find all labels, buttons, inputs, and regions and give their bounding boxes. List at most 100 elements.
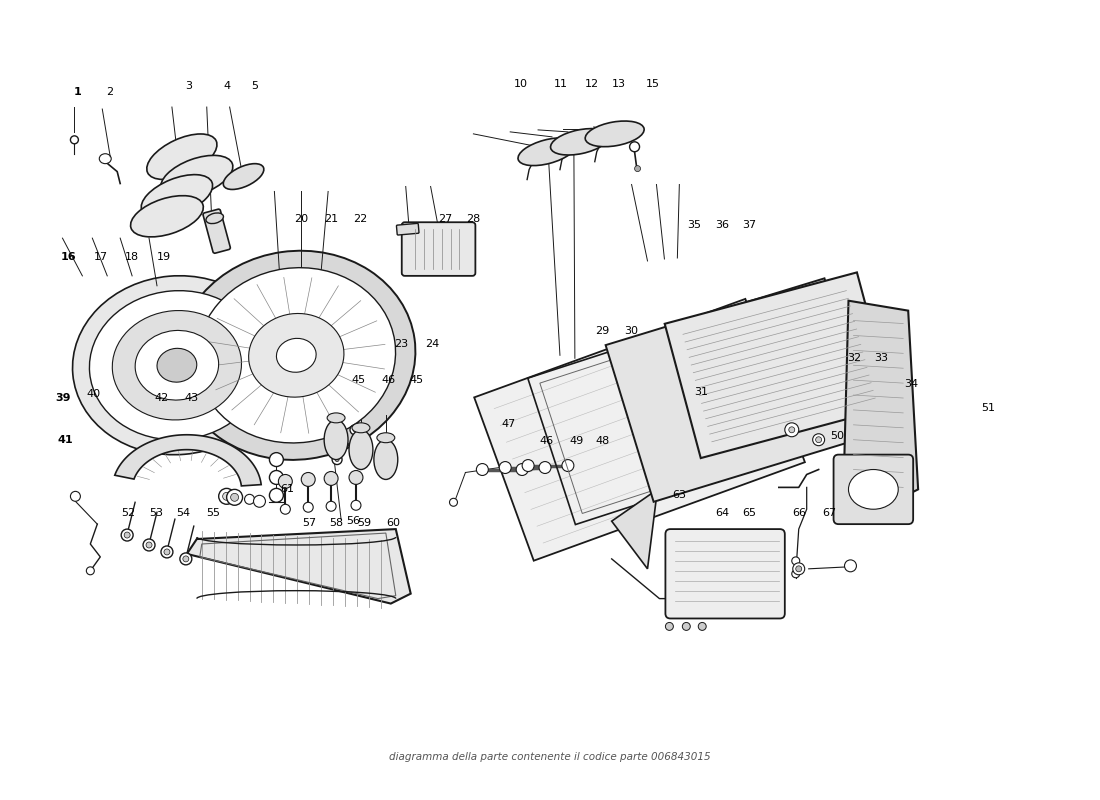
Ellipse shape xyxy=(518,138,576,166)
Ellipse shape xyxy=(89,290,264,440)
Text: 61: 61 xyxy=(280,484,295,494)
Ellipse shape xyxy=(222,492,231,500)
Text: 42: 42 xyxy=(154,393,168,402)
Ellipse shape xyxy=(352,423,370,433)
Ellipse shape xyxy=(223,164,264,190)
Ellipse shape xyxy=(73,276,282,454)
Ellipse shape xyxy=(516,463,528,475)
Text: 19: 19 xyxy=(156,252,170,262)
Polygon shape xyxy=(606,278,872,502)
Text: 21: 21 xyxy=(324,214,338,224)
Ellipse shape xyxy=(326,502,337,511)
Ellipse shape xyxy=(270,488,284,502)
Ellipse shape xyxy=(121,529,133,541)
Ellipse shape xyxy=(848,470,899,510)
Text: 46: 46 xyxy=(540,436,553,446)
Text: 43: 43 xyxy=(184,393,198,402)
Ellipse shape xyxy=(197,268,396,443)
Polygon shape xyxy=(187,529,410,603)
FancyBboxPatch shape xyxy=(396,223,419,235)
Ellipse shape xyxy=(324,471,338,486)
Text: 16: 16 xyxy=(60,252,76,262)
Ellipse shape xyxy=(161,546,173,558)
Text: 67: 67 xyxy=(822,508,836,518)
Ellipse shape xyxy=(350,425,360,434)
Ellipse shape xyxy=(124,532,130,538)
Text: 63: 63 xyxy=(672,490,686,500)
Ellipse shape xyxy=(374,440,398,479)
Text: 15: 15 xyxy=(646,79,660,89)
Polygon shape xyxy=(664,272,893,458)
Text: 31: 31 xyxy=(694,387,708,397)
Text: diagramma della parte contenente il codice parte 006843015: diagramma della parte contenente il codi… xyxy=(389,753,711,762)
Text: 11: 11 xyxy=(554,79,568,89)
Text: 40: 40 xyxy=(87,389,101,398)
Ellipse shape xyxy=(327,413,345,423)
Text: 24: 24 xyxy=(425,339,439,350)
Text: 30: 30 xyxy=(624,326,638,336)
Text: 36: 36 xyxy=(715,220,729,230)
Text: 50: 50 xyxy=(829,430,844,441)
Ellipse shape xyxy=(143,539,155,551)
Ellipse shape xyxy=(377,433,395,442)
Ellipse shape xyxy=(183,556,189,562)
Text: 56: 56 xyxy=(346,516,360,526)
Ellipse shape xyxy=(112,310,242,420)
Ellipse shape xyxy=(562,459,574,471)
FancyBboxPatch shape xyxy=(834,454,913,524)
Ellipse shape xyxy=(476,463,488,475)
Ellipse shape xyxy=(164,549,169,555)
Ellipse shape xyxy=(353,428,358,432)
Ellipse shape xyxy=(70,491,80,502)
Ellipse shape xyxy=(349,430,373,470)
Ellipse shape xyxy=(550,129,609,155)
Ellipse shape xyxy=(131,196,204,237)
Ellipse shape xyxy=(816,437,822,442)
Text: 10: 10 xyxy=(514,79,527,89)
Text: 51: 51 xyxy=(981,403,994,413)
Ellipse shape xyxy=(70,136,78,144)
Ellipse shape xyxy=(146,134,217,179)
Text: 45: 45 xyxy=(409,375,424,385)
Ellipse shape xyxy=(332,454,342,465)
Text: 29: 29 xyxy=(595,326,609,336)
Ellipse shape xyxy=(270,470,284,485)
Text: 17: 17 xyxy=(95,252,108,262)
Ellipse shape xyxy=(206,213,223,223)
Ellipse shape xyxy=(450,498,458,506)
Ellipse shape xyxy=(698,622,706,630)
Ellipse shape xyxy=(99,154,111,164)
Text: 20: 20 xyxy=(295,214,309,224)
Text: 23: 23 xyxy=(394,339,408,350)
Text: 39: 39 xyxy=(55,393,70,402)
Ellipse shape xyxy=(793,563,805,574)
Ellipse shape xyxy=(539,462,551,474)
Ellipse shape xyxy=(629,142,639,152)
Ellipse shape xyxy=(244,494,254,504)
Text: 5: 5 xyxy=(251,81,258,91)
Ellipse shape xyxy=(301,473,316,486)
Text: 46: 46 xyxy=(381,375,395,385)
Text: 1: 1 xyxy=(74,86,81,97)
Ellipse shape xyxy=(792,570,800,578)
Ellipse shape xyxy=(784,423,799,437)
Text: 12: 12 xyxy=(584,79,598,89)
Ellipse shape xyxy=(499,462,512,474)
Text: 37: 37 xyxy=(742,220,757,230)
Text: 33: 33 xyxy=(874,353,889,363)
Polygon shape xyxy=(114,434,261,486)
Text: 49: 49 xyxy=(569,436,583,446)
Text: 27: 27 xyxy=(438,214,452,224)
Ellipse shape xyxy=(141,174,212,218)
Ellipse shape xyxy=(349,470,363,485)
Text: 35: 35 xyxy=(688,220,702,230)
Ellipse shape xyxy=(304,502,313,512)
Polygon shape xyxy=(474,299,805,561)
Ellipse shape xyxy=(87,567,95,574)
Ellipse shape xyxy=(278,474,293,488)
FancyBboxPatch shape xyxy=(204,209,230,254)
Ellipse shape xyxy=(253,495,265,507)
Ellipse shape xyxy=(336,458,339,462)
Text: 48: 48 xyxy=(595,436,609,446)
Text: 45: 45 xyxy=(351,375,365,385)
